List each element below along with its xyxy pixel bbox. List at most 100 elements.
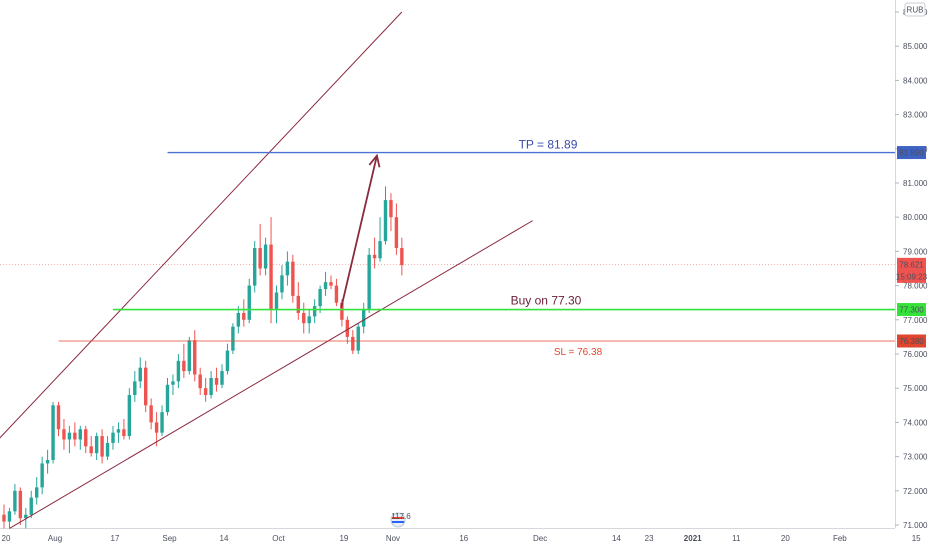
candle-body bbox=[89, 446, 93, 454]
countdown-text: 15:09:23 bbox=[896, 272, 928, 281]
candle-body bbox=[274, 292, 279, 310]
buy-level-label: Buy on 77.30 bbox=[511, 294, 582, 308]
y-tick-label: 78.000 bbox=[903, 282, 928, 291]
candle-body bbox=[67, 432, 72, 440]
take-profit-label: TP = 81.89 bbox=[519, 138, 578, 152]
candle-body bbox=[35, 487, 39, 498]
candle-body bbox=[296, 295, 300, 313]
candle-body bbox=[62, 429, 66, 440]
candle-body bbox=[29, 497, 33, 515]
y-tick-label: 81.000 bbox=[903, 179, 928, 188]
candle-body bbox=[84, 429, 88, 447]
candle-body bbox=[362, 309, 366, 327]
candle-body bbox=[138, 367, 142, 382]
candle-body bbox=[209, 377, 213, 396]
channel-lower-trendline bbox=[9, 220, 533, 529]
y-tick-label: 74.000 bbox=[903, 418, 928, 427]
event-badge-label: 117.6 bbox=[391, 512, 411, 521]
candle-body bbox=[247, 285, 251, 320]
candle-body bbox=[318, 289, 322, 307]
earnings-event-icon[interactable]: 117.6 bbox=[390, 512, 411, 528]
candle-body bbox=[94, 436, 99, 454]
y-tick-label: 85.000 bbox=[903, 42, 928, 51]
y-tick-label: 79.000 bbox=[903, 247, 928, 256]
candle-body bbox=[242, 312, 246, 320]
y-tick-label: 76.000 bbox=[903, 350, 928, 359]
candles bbox=[2, 186, 404, 529]
stop-loss-price-badge[interactable] bbox=[897, 334, 926, 348]
time-axis[interactable]: 20 Aug 17 Sep 14 Oct 19 Nov 16 Dec 14 23 2021 11 20 Feb… bbox=[2, 534, 922, 543]
candle-body bbox=[13, 490, 17, 512]
x-tick-label: Feb bbox=[833, 534, 847, 543]
candle-body bbox=[149, 405, 153, 423]
x-tick-label: 15 bbox=[912, 534, 921, 543]
candle-body bbox=[225, 350, 230, 372]
candle-body bbox=[253, 247, 257, 286]
candle-body bbox=[165, 384, 170, 413]
stop-loss-label: SL = 76.38 bbox=[554, 347, 603, 358]
take-profit-price-badge[interactable] bbox=[897, 146, 926, 160]
candle-body bbox=[176, 360, 181, 382]
candle-body bbox=[258, 247, 262, 269]
candle-body bbox=[214, 377, 219, 385]
candle-body bbox=[203, 388, 208, 396]
candle-body bbox=[73, 432, 77, 440]
candle-body bbox=[2, 514, 6, 522]
candle-body bbox=[269, 244, 273, 310]
candle-body bbox=[231, 326, 235, 351]
candle-body bbox=[187, 340, 191, 372]
x-tick-label: 14 bbox=[220, 534, 229, 543]
candle-body bbox=[40, 463, 44, 488]
candle-body bbox=[356, 326, 360, 351]
target-arrow-head bbox=[368, 153, 381, 168]
candle-body bbox=[220, 371, 224, 385]
x-tick-label: 19 bbox=[339, 534, 348, 543]
candle-body bbox=[24, 514, 28, 519]
x-tick-label: 14 bbox=[612, 534, 621, 543]
x-tick-label: Nov bbox=[386, 534, 400, 543]
candle-body bbox=[100, 436, 104, 457]
candle-body bbox=[7, 511, 12, 522]
candle-body bbox=[367, 254, 371, 310]
candle-body bbox=[154, 422, 159, 433]
currency-label: RUB bbox=[907, 6, 924, 15]
candle-body bbox=[323, 282, 328, 290]
candle-body bbox=[285, 261, 290, 276]
y-tick-label: 77.000 bbox=[903, 316, 928, 325]
target-arrow bbox=[340, 155, 378, 309]
candle-body bbox=[182, 360, 186, 372]
candle-body bbox=[144, 367, 148, 406]
candle-body bbox=[122, 429, 126, 437]
x-tick-label: 2021 bbox=[684, 534, 702, 543]
x-tick-label: 20 bbox=[781, 534, 790, 543]
currency-badge[interactable] bbox=[904, 2, 926, 17]
y-tick-label: 83.000 bbox=[903, 111, 928, 120]
candle-body bbox=[351, 336, 355, 351]
y-tick-label: 80.000 bbox=[903, 213, 928, 222]
last-price-badge[interactable] bbox=[897, 257, 926, 283]
candle-body bbox=[312, 306, 317, 317]
candle-body bbox=[291, 261, 295, 296]
buy-price-badge[interactable] bbox=[897, 303, 926, 317]
x-tick-label: 16 bbox=[459, 534, 468, 543]
take-profit-price-badge-text: 81.890 bbox=[899, 149, 924, 158]
y-tick-label: 75.000 bbox=[903, 384, 928, 393]
candle-body bbox=[160, 412, 164, 433]
candle-body bbox=[236, 312, 241, 327]
candle-body bbox=[116, 429, 121, 433]
candle-body bbox=[340, 302, 344, 320]
candle-body bbox=[193, 340, 197, 375]
x-tick-label: Aug bbox=[48, 534, 62, 543]
channel-upper-trendline bbox=[0, 11, 403, 439]
y-tick-label: 84.000 bbox=[903, 76, 928, 85]
candle-body bbox=[133, 381, 137, 396]
candle-body bbox=[372, 254, 377, 259]
x-tick-label: Dec bbox=[533, 534, 547, 543]
last-price-badge-text: 78.621 bbox=[899, 260, 924, 269]
x-tick-label: 23 bbox=[645, 534, 654, 543]
y-tick-label: 71.000 bbox=[903, 521, 928, 530]
candle-body bbox=[400, 247, 404, 266]
y-tick-label: 73.000 bbox=[903, 453, 928, 462]
candle-body bbox=[56, 405, 61, 430]
